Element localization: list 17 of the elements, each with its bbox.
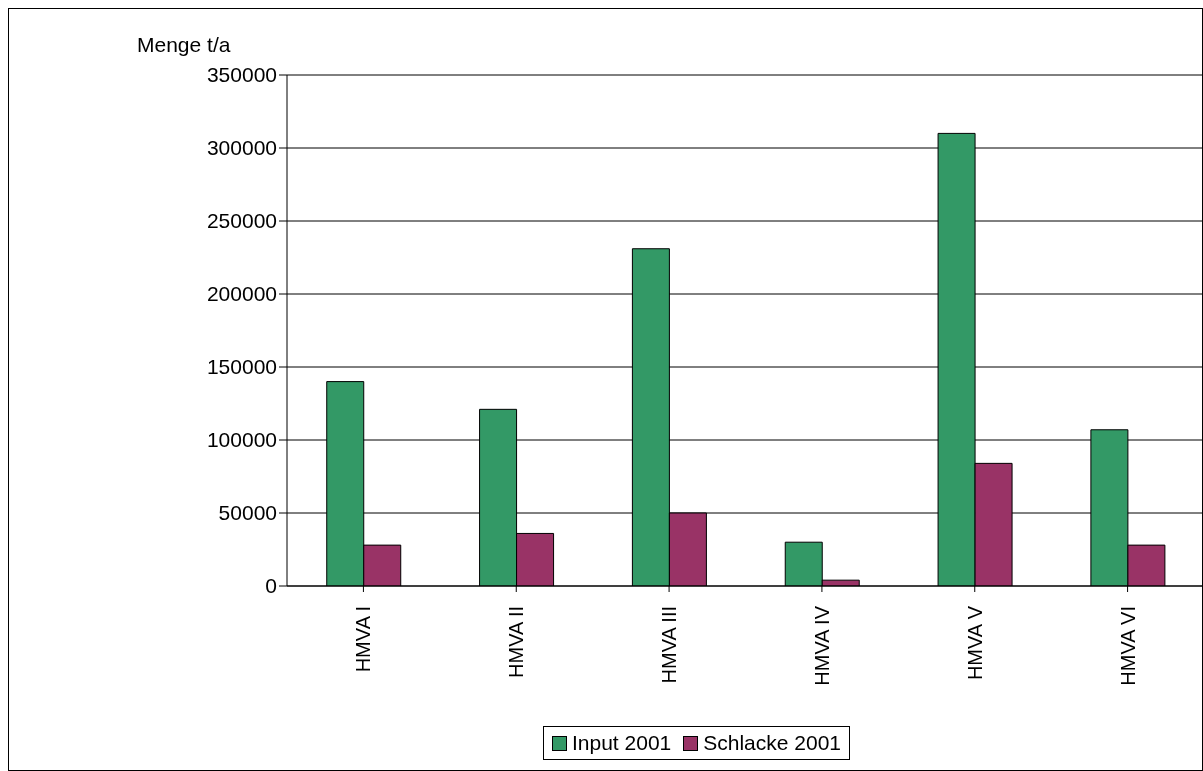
y-tick-label: 50000 (218, 501, 277, 525)
x-tick-label: HMVA II (505, 606, 528, 678)
y-tick-label: 0 (265, 574, 277, 598)
x-tick-label: HMVA IV (810, 605, 833, 686)
x-tick-label: HMVA V (963, 605, 986, 681)
y-tick-label: 150000 (206, 355, 277, 379)
y-axis-title: Menge t/a (137, 33, 231, 57)
y-tick-label: 200000 (206, 282, 277, 306)
y-tick-label: 300000 (206, 136, 277, 160)
legend-label: Input 2001 (571, 731, 672, 755)
x-tick-label: HMVA VI (1116, 606, 1139, 686)
x-tick-label: HMVA III (658, 606, 681, 684)
y-tick-label: 250000 (206, 209, 277, 233)
y-tick-label: 100000 (206, 428, 277, 452)
x-tick-label: HMVA I (352, 606, 375, 673)
y-tick-label: 350000 (206, 63, 277, 87)
legend-label: Schlacke 2001 (702, 731, 842, 755)
